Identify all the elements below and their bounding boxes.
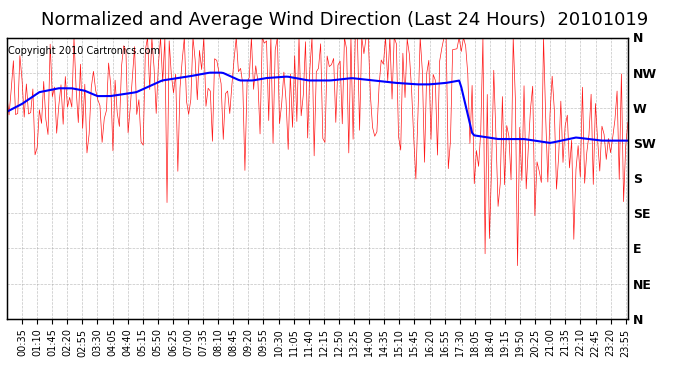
Text: Copyright 2010 Cartronics.com: Copyright 2010 Cartronics.com [8,46,159,56]
Text: Normalized and Average Wind Direction (Last 24 Hours)  20101019: Normalized and Average Wind Direction (L… [41,11,649,29]
